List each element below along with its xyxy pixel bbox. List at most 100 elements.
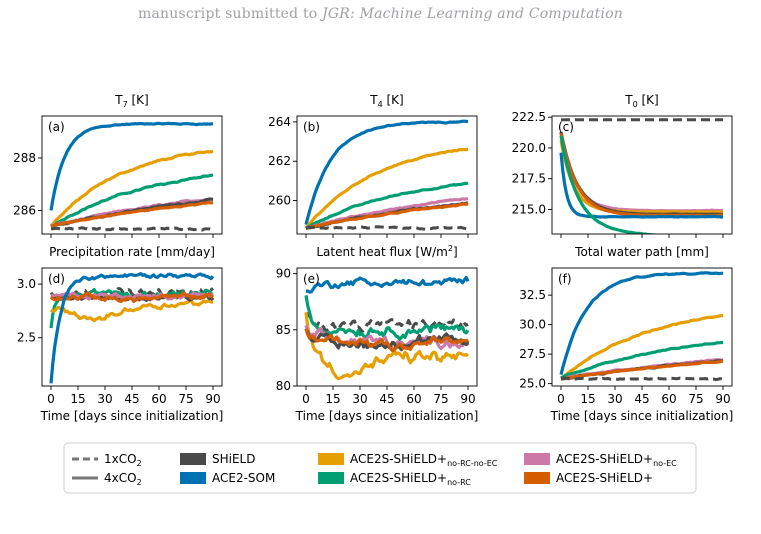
x-tick-label: 45 xyxy=(379,392,394,406)
x-tick-label: 90 xyxy=(460,392,475,406)
y-tick-label: 215.0 xyxy=(512,202,546,216)
panel-title: T0 [K] xyxy=(624,93,658,109)
series-line-ace2-som-solid xyxy=(49,121,214,211)
series-line-ace2-som-solid xyxy=(306,275,470,294)
series-line-shield-dashed xyxy=(560,376,724,382)
panel-b: 260 262 264 (b) T4 [K] xyxy=(268,93,478,238)
y-tick-label: 30.0 xyxy=(519,318,546,332)
page-header: manuscript submitted to JGR: Machine Lea… xyxy=(0,6,761,22)
x-tick-label: 0 xyxy=(47,392,55,406)
series-line-ace2s-shield--solid xyxy=(560,359,724,381)
legend-noec-label: ACE2S-SHiELD+no-EC xyxy=(556,452,677,468)
legend-noec-patch xyxy=(524,453,550,465)
y-tick-label: 2.5 xyxy=(17,331,36,345)
series-line-ace2-som-solid xyxy=(559,152,724,219)
series-line-shield-solid xyxy=(304,328,470,352)
y-tick-label: 286 xyxy=(13,203,36,217)
x-tick-label: 45 xyxy=(634,392,649,406)
series-group xyxy=(304,275,470,381)
y-tick-label: 3.0 xyxy=(17,277,36,291)
legend-ace2som-patch xyxy=(180,472,206,484)
panel-d: 2.5 3.0 0 15 30 45 60 75 90 Time [days since init… xyxy=(17,245,223,423)
series-line-shield-dashed xyxy=(305,225,469,231)
series-line-no-rc-no-ec-solid xyxy=(49,149,214,228)
x-axis-label: Time [days since initialization] xyxy=(550,409,734,423)
panel-title: Precipitation rate [mm/day] xyxy=(49,245,215,259)
series-line-no-rc-no-ec-solid xyxy=(559,140,724,214)
panel-e: 80 85 90 0 15 30 45 60 75 90 Time [days since init… xyxy=(276,244,479,423)
panel-title: Latent heat flux [W/m2] xyxy=(316,244,457,259)
legend-norcnoec-label: ACE2S-SHiELD+no-RC-no-EC xyxy=(350,452,498,468)
legend-box xyxy=(63,442,697,494)
y-tick-label: 262 xyxy=(268,154,291,168)
series-line-no-rc-no-ec-solid xyxy=(304,147,469,230)
panel-letter: (f) xyxy=(558,272,572,286)
x-tick-label: 30 xyxy=(97,392,112,406)
legend-full-label: ACE2S-SHiELD+ xyxy=(556,471,653,485)
series-group xyxy=(559,271,724,382)
series-group xyxy=(559,118,724,234)
series-line-ace2-som-solid xyxy=(304,119,469,225)
x-tick-label: 60 xyxy=(661,392,676,406)
series-group xyxy=(304,119,469,231)
x-tick-label: 0 xyxy=(557,392,565,406)
panel-letter: (d) xyxy=(48,272,65,286)
legend-shield-patch xyxy=(180,453,206,465)
x-tick-label: 75 xyxy=(688,392,703,406)
y-tick-label: 90 xyxy=(276,267,291,281)
x-tick-label: 15 xyxy=(580,392,595,406)
series-line-no-rc-solid xyxy=(304,295,470,341)
panel-letter: (c) xyxy=(558,120,574,134)
x-tick-label: 90 xyxy=(205,392,220,406)
legend-shield-label: SHiELD xyxy=(212,452,255,466)
legend-norc-label: ACE2S-SHiELD+no-RC xyxy=(350,471,471,487)
panel-letter: (b) xyxy=(303,120,320,134)
header-prefix: manuscript submitted to xyxy=(138,6,323,22)
panel-letter: (a) xyxy=(48,120,65,134)
panel-title: T4 [K] xyxy=(369,93,403,109)
panel-title: T7 [K] xyxy=(114,93,148,109)
series-line-no-rc-solid xyxy=(559,135,658,234)
y-tick-label: 264 xyxy=(268,115,291,129)
series-line-ace2s-shield--solid xyxy=(50,200,214,228)
x-tick-label: 75 xyxy=(178,392,193,406)
y-tick-label: 288 xyxy=(13,151,36,165)
series-line-ace2s-shield--solid xyxy=(49,291,214,304)
series-group xyxy=(49,121,214,232)
y-tick-label: 27.5 xyxy=(519,347,546,361)
x-tick-label: 45 xyxy=(124,392,139,406)
y-tick-label: 25.0 xyxy=(519,377,546,391)
legend-ace2som-label: ACE2-SOM xyxy=(212,471,275,485)
legend-norc-patch xyxy=(318,472,344,484)
legend-full-patch xyxy=(524,472,550,484)
legend-norcnoec-patch xyxy=(318,453,344,465)
header-journal: JGR: Machine Learning and Computation xyxy=(322,6,623,22)
y-tick-label: 217.5 xyxy=(512,172,546,186)
series-line-ace2s-shield--solid xyxy=(304,328,469,353)
x-tick-label: 30 xyxy=(607,392,622,406)
x-axis-label: Time [days since initialization] xyxy=(40,409,224,423)
series-line-no-rc-solid xyxy=(560,340,723,380)
y-tick-label: 260 xyxy=(268,194,291,208)
series-line-ace2s-shield--solid xyxy=(305,202,469,230)
x-tick-label: 75 xyxy=(433,392,448,406)
series-group xyxy=(49,272,215,384)
x-tick-label: 15 xyxy=(70,392,85,406)
axes-frame xyxy=(41,267,223,387)
panel-title: Total water path [mm] xyxy=(574,245,709,259)
y-tick-label: 85 xyxy=(276,323,291,337)
legend: 1xCO2 4xCO2 SHiELD ACE2-SOM ACE2S-SHiELD+no-… xyxy=(63,442,697,494)
series-line-ace2-som-solid xyxy=(559,271,723,375)
panel-a: 286 288 (a) T7 [K] xyxy=(13,93,223,238)
y-tick-label: 222.5 xyxy=(512,110,546,124)
series-line-no-rc-solid xyxy=(305,181,469,230)
x-tick-label: 60 xyxy=(151,392,166,406)
series-line-shield-dashed xyxy=(304,312,469,334)
x-tick-label: 30 xyxy=(352,392,367,406)
series-line-ace2-som-solid xyxy=(49,272,215,384)
series-line-no-rc-no-ec-solid xyxy=(304,312,469,381)
y-tick-label: 220.0 xyxy=(512,141,546,155)
y-tick-label: 32.5 xyxy=(519,288,546,302)
panel-c: 215.0 217.5 220.0 222.5 (c) T0 [K] xyxy=(512,93,733,238)
